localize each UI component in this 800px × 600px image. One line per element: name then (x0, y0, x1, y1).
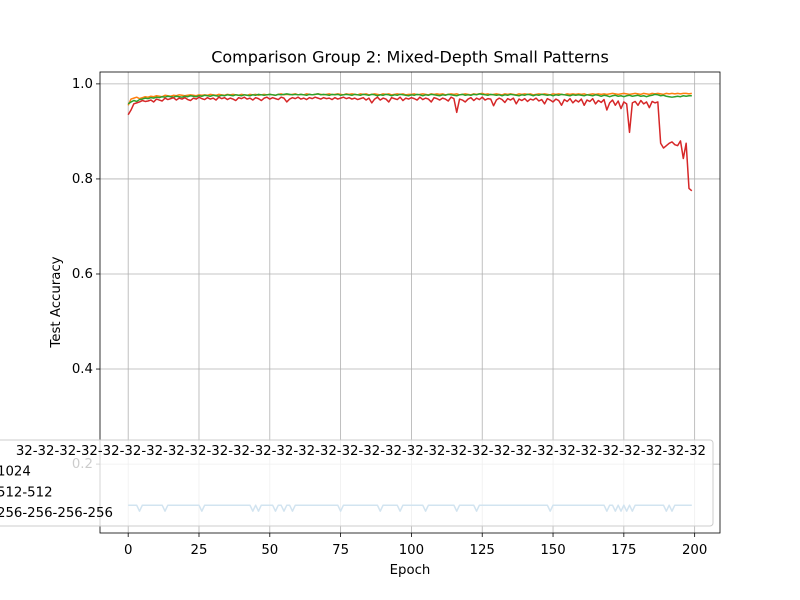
chart-title: Comparison Group 2: Mixed-Depth Small Pa… (211, 48, 609, 67)
x-tick-label: 25 (191, 543, 208, 558)
y-tick-label: 0.8 (72, 172, 93, 187)
x-tick-label: 175 (611, 543, 636, 558)
y-axis-label: Test Accuracy (49, 256, 64, 348)
y-tick-label: 0.6 (72, 267, 93, 282)
x-tick-label: 200 (682, 543, 707, 558)
x-tick-label: 100 (399, 543, 424, 558)
legend-label: 512-512 (0, 485, 53, 500)
legend-label: 1024 (0, 465, 31, 480)
x-tick-label: 125 (470, 543, 495, 558)
x-tick-label: 50 (261, 543, 278, 558)
series-line (127, 96, 693, 192)
y-tick-label: 1.0 (72, 77, 93, 92)
axes-frame (99, 71, 721, 534)
x-axis-label: Epoch (390, 563, 431, 578)
legend-box (0, 439, 714, 527)
x-tick-label: 75 (332, 543, 349, 558)
series-line (127, 93, 692, 105)
legend-label: 32-32-32-32-32-32-32-32-32-32-32-32-32-3… (16, 444, 706, 459)
legend-label: 256-256-256-256 (0, 506, 113, 521)
x-tick-label: 0 (124, 543, 132, 558)
x-tick-label: 150 (540, 543, 565, 558)
y-tick-label: 0.4 (72, 362, 93, 377)
